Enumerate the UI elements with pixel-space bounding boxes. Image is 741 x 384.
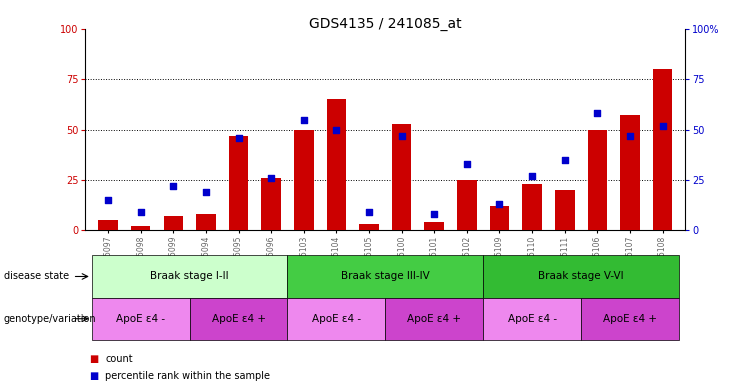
Point (624, 132, 636, 139)
Bar (457, 180, 476, 230)
Bar (99, 220, 118, 230)
Text: ApoE ε4 +: ApoE ε4 + (408, 314, 461, 324)
Text: ■: ■ (89, 354, 98, 364)
Text: Braak stage I-II: Braak stage I-II (150, 271, 229, 281)
Text: GDS4135 / 241085_at: GDS4135 / 241085_at (309, 17, 462, 31)
Text: percentile rank within the sample: percentile rank within the sample (105, 371, 270, 381)
Text: ApoE ε4 +: ApoE ε4 + (211, 314, 265, 324)
Bar (392, 124, 411, 230)
Point (135, 209, 147, 215)
Bar (262, 178, 281, 230)
Text: ■: ■ (89, 371, 98, 381)
Text: Braak stage III-IV: Braak stage III-IV (341, 271, 430, 281)
Text: ApoE ε4 -: ApoE ε4 - (312, 314, 361, 324)
Text: ApoE ε4 -: ApoE ε4 - (508, 314, 556, 324)
Bar (359, 224, 379, 230)
Bar (196, 214, 216, 230)
Text: genotype/variation: genotype/variation (4, 314, 96, 324)
Point (657, 122, 668, 129)
Bar (425, 222, 444, 230)
Point (526, 173, 538, 179)
Point (102, 197, 114, 203)
Point (559, 157, 571, 163)
Bar (490, 206, 509, 230)
Bar (555, 190, 574, 230)
Bar (131, 226, 150, 230)
Text: disease state: disease state (4, 271, 69, 281)
Bar (620, 116, 639, 230)
Bar (164, 216, 183, 230)
Point (200, 189, 212, 195)
Bar (229, 136, 248, 230)
Bar (522, 184, 542, 230)
Text: ApoE ε4 -: ApoE ε4 - (116, 314, 165, 324)
Point (396, 132, 408, 139)
Point (494, 201, 505, 207)
Point (591, 111, 603, 117)
Point (428, 211, 440, 217)
Point (330, 126, 342, 132)
Text: count: count (105, 354, 133, 364)
Point (461, 161, 473, 167)
Bar (653, 69, 672, 230)
Point (298, 116, 310, 122)
Point (265, 175, 277, 181)
Text: Braak stage V-VI: Braak stage V-VI (538, 271, 624, 281)
Point (363, 209, 375, 215)
Point (167, 183, 179, 189)
Point (233, 134, 245, 141)
Bar (294, 129, 313, 230)
Bar (327, 99, 346, 230)
Text: ApoE ε4 +: ApoE ε4 + (603, 314, 657, 324)
Bar (588, 129, 607, 230)
